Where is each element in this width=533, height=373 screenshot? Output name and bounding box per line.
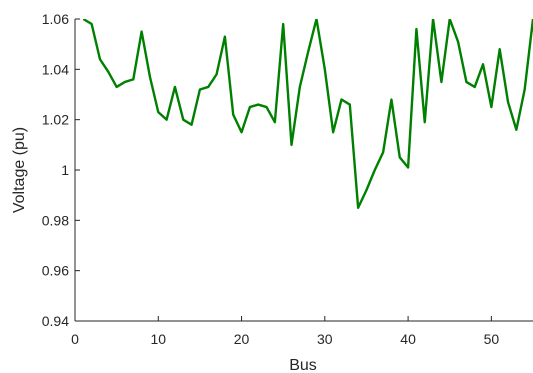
- data-point: [399, 156, 401, 158]
- y-tick-label: 0.94: [42, 313, 69, 329]
- x-tick-label: 10: [150, 331, 166, 347]
- y-axis-label: Voltage (pu): [11, 127, 28, 213]
- data-point: [523, 88, 525, 90]
- data-point: [457, 40, 459, 42]
- data-point: [440, 81, 442, 83]
- data-point: [224, 35, 226, 37]
- data-point: [282, 23, 284, 25]
- data-point: [249, 106, 251, 108]
- data-point: [240, 131, 242, 133]
- series-line-0: [82, 19, 533, 209]
- data-point: [515, 129, 517, 131]
- data-point: [482, 63, 484, 65]
- y-tick-label: 0.96: [42, 263, 69, 279]
- x-tick-label: 0: [71, 331, 79, 347]
- data-point: [465, 81, 467, 83]
- data-point: [99, 58, 101, 60]
- data-point: [107, 71, 109, 73]
- data-point: [207, 86, 209, 88]
- data-point: [324, 68, 326, 70]
- data-point: [265, 106, 267, 108]
- y-tick-label: 0.98: [42, 212, 69, 228]
- data-point: [490, 106, 492, 108]
- data-point: [432, 18, 434, 20]
- y-tick-label: 1.02: [42, 112, 69, 128]
- data-point: [340, 98, 342, 100]
- data-point: [215, 73, 217, 75]
- x-axis-label: Bus: [289, 357, 317, 373]
- y-tick-label: 1: [61, 162, 69, 178]
- y-tick-label: 1.06: [42, 11, 69, 27]
- data-point: [232, 113, 234, 115]
- data-point: [165, 118, 167, 120]
- data-point: [290, 144, 292, 146]
- data-point: [140, 30, 142, 32]
- data-point: [365, 189, 367, 191]
- x-tick-label: 40: [400, 331, 416, 347]
- data-point: [149, 76, 151, 78]
- data-point: [274, 121, 276, 123]
- plot-area: [82, 18, 533, 209]
- y-tick-label: 1.04: [42, 61, 69, 77]
- data-point: [182, 118, 184, 120]
- data-point: [449, 18, 451, 20]
- data-point: [415, 28, 417, 30]
- data-point: [349, 103, 351, 105]
- data-point: [82, 18, 84, 20]
- data-point: [190, 124, 192, 126]
- data-point: [199, 88, 201, 90]
- data-point: [374, 169, 376, 171]
- data-point: [498, 48, 500, 50]
- data-point: [157, 111, 159, 113]
- data-point: [507, 101, 509, 103]
- data-point: [132, 78, 134, 80]
- x-tick-label: 30: [317, 331, 333, 347]
- data-point: [357, 207, 359, 209]
- data-point: [390, 98, 392, 100]
- data-point: [474, 86, 476, 88]
- data-point: [257, 103, 259, 105]
- data-point: [299, 86, 301, 88]
- data-point: [424, 121, 426, 123]
- data-point: [174, 86, 176, 88]
- data-point: [124, 81, 126, 83]
- data-point: [307, 51, 309, 53]
- data-point: [407, 166, 409, 168]
- data-point: [315, 18, 317, 20]
- data-point: [332, 131, 334, 133]
- x-tick-label: 50: [484, 331, 500, 347]
- x-tick-label: 20: [234, 331, 250, 347]
- data-point: [90, 23, 92, 25]
- data-point: [382, 151, 384, 153]
- data-point: [115, 86, 117, 88]
- axes: 0 10 20 30 40 50 0.94 0.96 0.98 1 1.02 1.04 1.06: [42, 11, 533, 347]
